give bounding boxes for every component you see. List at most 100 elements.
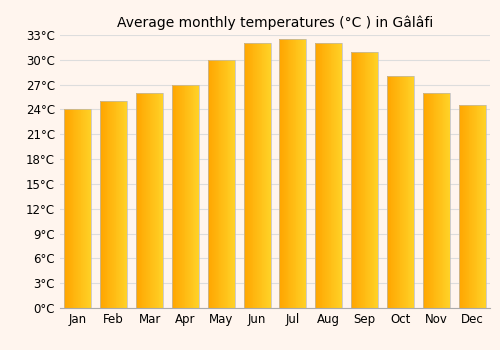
Bar [86, 110, 87, 308]
Bar [184, 85, 186, 308]
Bar [101, 101, 102, 308]
Bar [210, 60, 212, 308]
Bar [249, 43, 250, 308]
Bar [216, 60, 217, 308]
Bar [413, 76, 414, 308]
Bar [280, 39, 306, 308]
Bar [358, 51, 359, 308]
Bar [161, 93, 162, 308]
Bar [223, 60, 224, 308]
Bar [120, 101, 121, 308]
Bar [214, 60, 215, 308]
Bar [298, 39, 299, 308]
Bar [182, 85, 184, 308]
Bar [405, 76, 406, 308]
Bar [153, 93, 154, 308]
Bar [444, 93, 445, 308]
Bar [293, 39, 294, 308]
Bar [250, 43, 251, 308]
Bar [173, 85, 174, 308]
Bar [438, 93, 439, 308]
Bar [244, 43, 270, 308]
Bar [64, 110, 92, 308]
Bar [362, 51, 363, 308]
Bar [155, 93, 156, 308]
Bar [262, 43, 264, 308]
Bar [479, 105, 480, 308]
Bar [118, 101, 119, 308]
Bar [100, 101, 127, 308]
Bar [108, 101, 110, 308]
Bar [100, 101, 101, 308]
Bar [233, 60, 234, 308]
Bar [224, 60, 225, 308]
Bar [369, 51, 370, 308]
Bar [88, 110, 90, 308]
Bar [302, 39, 303, 308]
Bar [319, 43, 320, 308]
Bar [67, 110, 68, 308]
Bar [336, 43, 337, 308]
Bar [190, 85, 191, 308]
Bar [404, 76, 405, 308]
Bar [442, 93, 444, 308]
Bar [465, 105, 466, 308]
Bar [181, 85, 182, 308]
Bar [412, 76, 413, 308]
Bar [466, 105, 468, 308]
Bar [70, 110, 71, 308]
Bar [218, 60, 220, 308]
Bar [458, 105, 485, 308]
Bar [64, 110, 66, 308]
Bar [172, 85, 173, 308]
Bar [428, 93, 429, 308]
Bar [116, 101, 117, 308]
Bar [66, 110, 67, 308]
Bar [371, 51, 372, 308]
Bar [303, 39, 304, 308]
Bar [398, 76, 400, 308]
Bar [78, 110, 79, 308]
Bar [162, 93, 163, 308]
Bar [76, 110, 77, 308]
Bar [436, 93, 437, 308]
Bar [147, 93, 148, 308]
Bar [221, 60, 222, 308]
Bar [160, 93, 162, 308]
Bar [296, 39, 298, 308]
Bar [146, 93, 147, 308]
Bar [474, 105, 475, 308]
Bar [220, 60, 222, 308]
Bar [374, 51, 376, 308]
Bar [197, 85, 198, 308]
Bar [396, 76, 397, 308]
Bar [90, 110, 92, 308]
Bar [363, 51, 364, 308]
Bar [103, 101, 104, 308]
Bar [437, 93, 438, 308]
Bar [334, 43, 335, 308]
Bar [388, 76, 389, 308]
Bar [294, 39, 296, 308]
Bar [145, 93, 146, 308]
Bar [215, 60, 216, 308]
Bar [254, 43, 256, 308]
Bar [292, 39, 293, 308]
Bar [119, 101, 120, 308]
Bar [283, 39, 284, 308]
Bar [483, 105, 484, 308]
Bar [112, 101, 113, 308]
Bar [79, 110, 80, 308]
Bar [464, 105, 465, 308]
Bar [196, 85, 197, 308]
Bar [72, 110, 74, 308]
Bar [121, 101, 122, 308]
Bar [360, 51, 361, 308]
Bar [423, 93, 450, 308]
Bar [410, 76, 411, 308]
Bar [406, 76, 408, 308]
Bar [322, 43, 324, 308]
Bar [460, 105, 462, 308]
Bar [154, 93, 155, 308]
Bar [74, 110, 76, 308]
